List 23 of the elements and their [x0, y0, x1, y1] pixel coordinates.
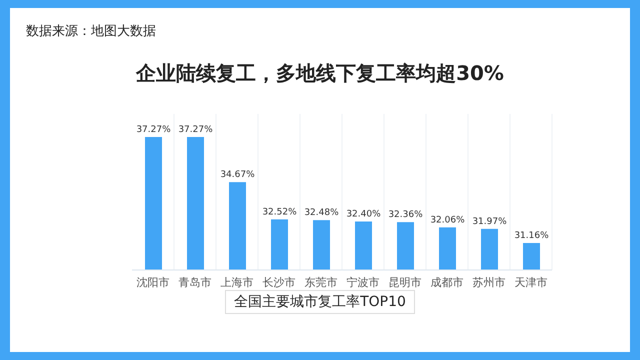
- chart-title: 企业陆续复工，多地线下复工率均超30%: [134, 60, 505, 87]
- data-label: 32.36%: [388, 210, 424, 220]
- x-tick-label: 沈阳市: [136, 276, 170, 289]
- data-label: 32.40%: [346, 209, 382, 220]
- data-label: 34.67%: [220, 170, 256, 180]
- x-tick-label: 成都市: [430, 276, 464, 289]
- data-label: 32.52%: [262, 207, 298, 218]
- x-tick-label: 宁波市: [346, 276, 380, 289]
- data-label: 31.16%: [514, 230, 550, 241]
- data-label: 37.27%: [178, 125, 214, 136]
- x-tick-label: 天津市: [514, 276, 548, 289]
- data-label: 31.97%: [472, 216, 508, 227]
- x-tick-label: 昆明市: [388, 276, 422, 289]
- source-note: 数据来源：地图大数据: [26, 23, 156, 40]
- x-tick-label: 上海市: [220, 276, 254, 289]
- x-tick-label: 苏州市: [472, 276, 506, 289]
- data-label: 37.27%: [136, 125, 172, 136]
- data-label: 32.06%: [430, 215, 466, 226]
- text: 全国主要城市复工率TOP10: [225, 290, 415, 314]
- x-tick-label: 东莞市: [304, 276, 338, 289]
- x-tick-label: 长沙市: [262, 276, 296, 289]
- x-tick-label: 青岛市: [178, 276, 212, 289]
- data-label: 32.48%: [304, 208, 340, 218]
